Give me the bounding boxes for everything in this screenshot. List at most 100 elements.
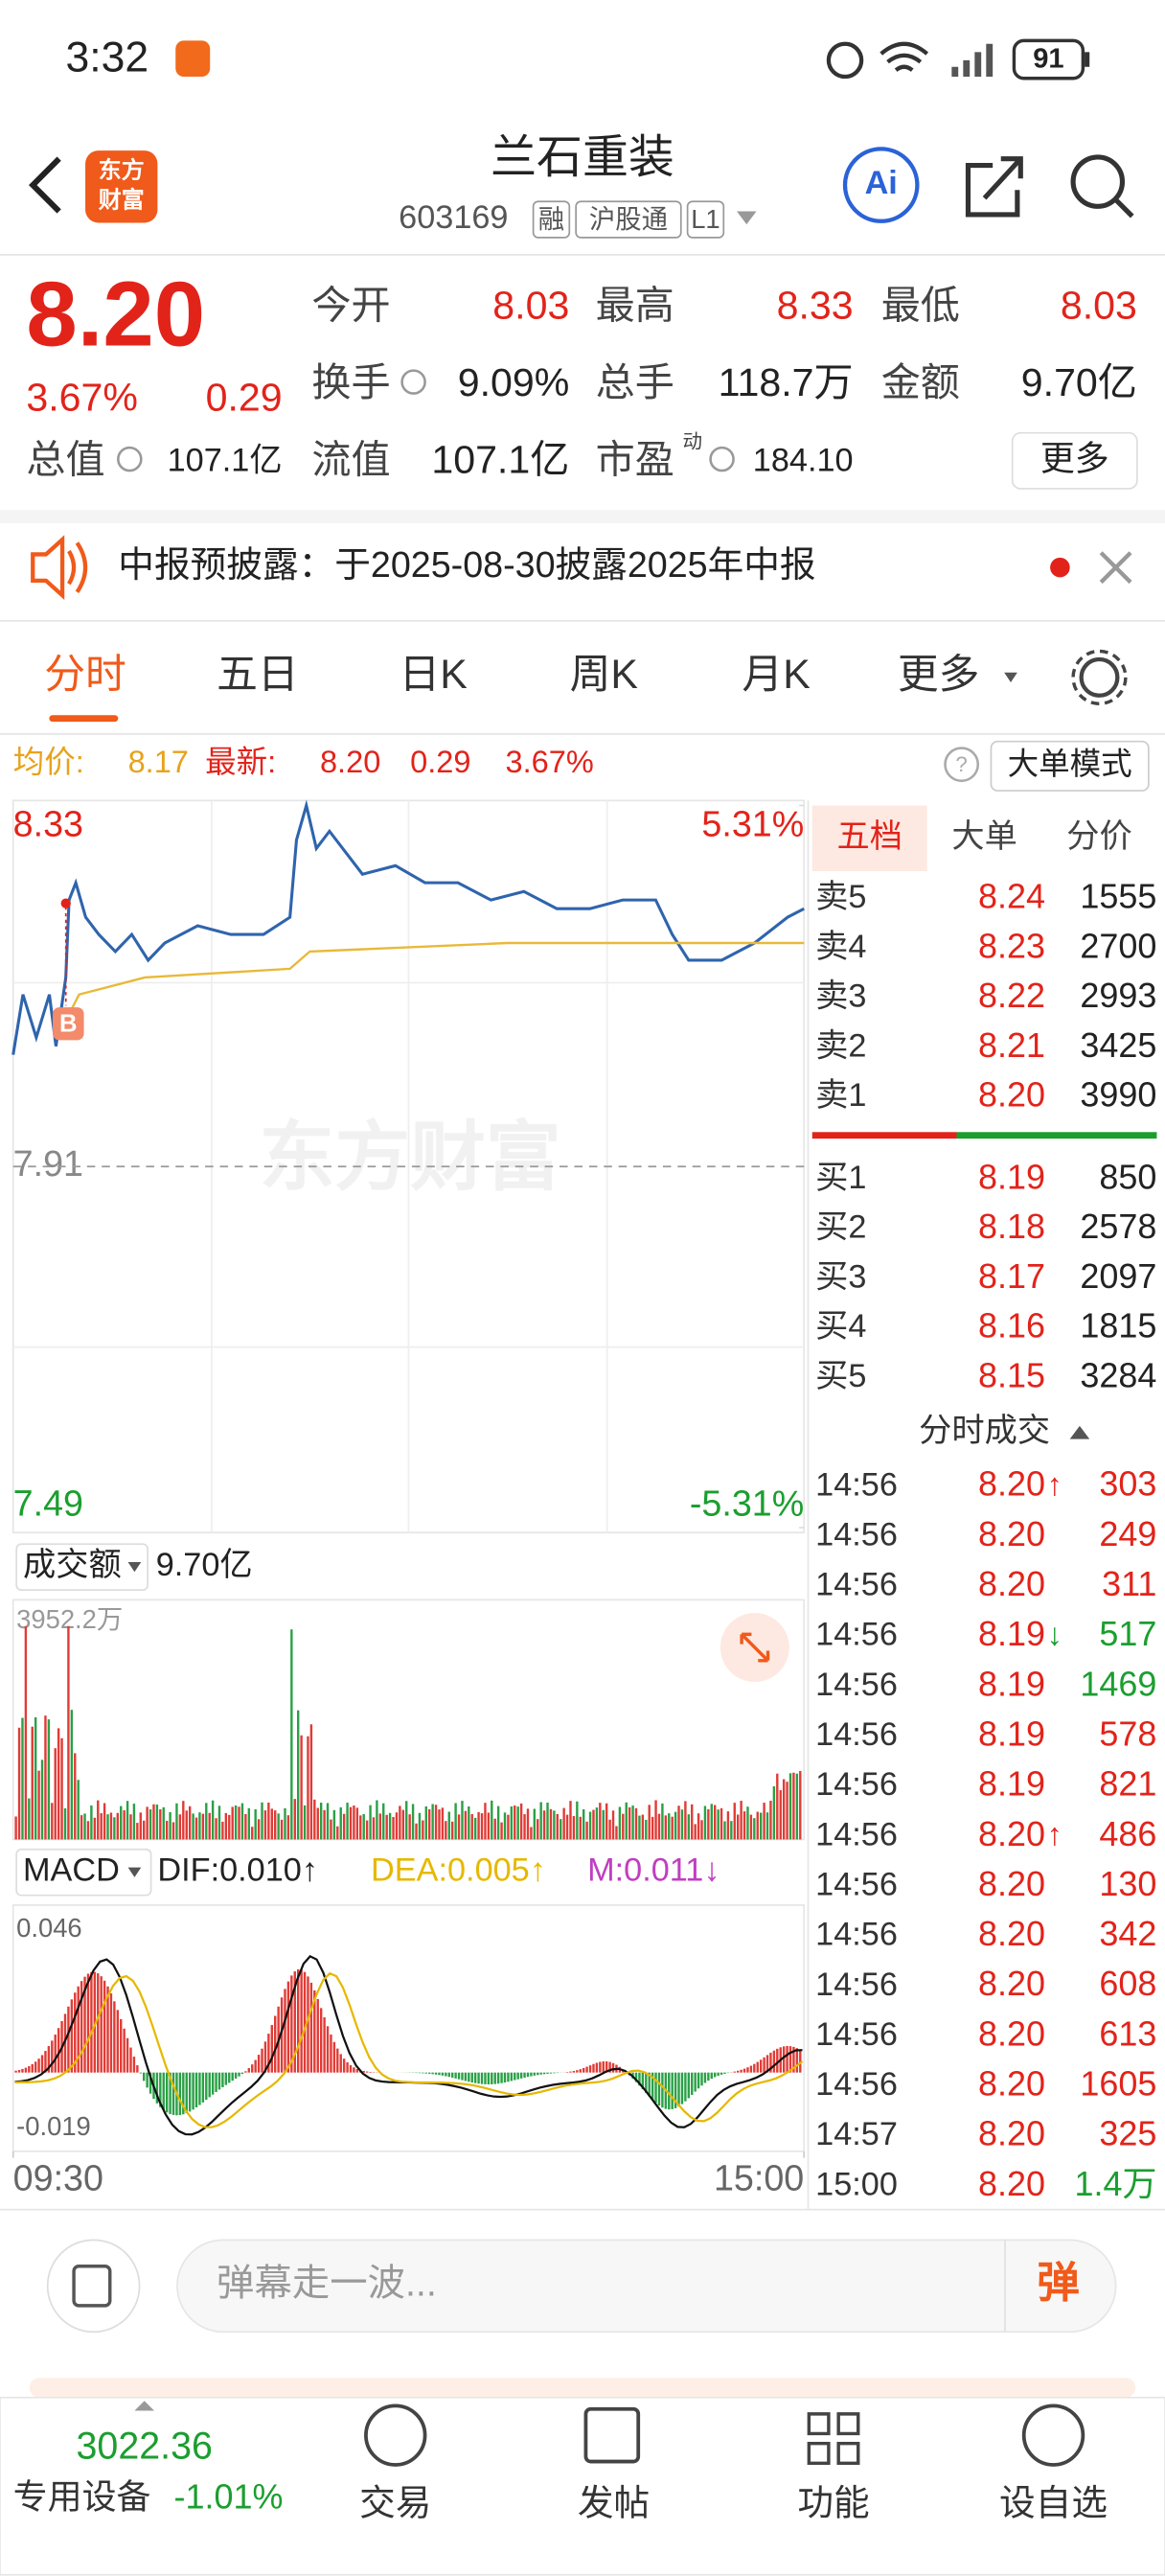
settings-button[interactable]: [1079, 656, 1120, 698]
macd-bar: [217, 2072, 221, 2090]
stat-label: 市盈: [596, 437, 674, 481]
comment-menu-button[interactable]: [46, 2239, 141, 2334]
volume-bar: [445, 1821, 447, 1840]
back-button[interactable]: [29, 156, 61, 214]
chart-tab[interactable]: 分时: [44, 652, 126, 698]
share-button[interactable]: [965, 156, 1023, 218]
more-button[interactable]: [1011, 431, 1138, 490]
book-label: 买1: [815, 1160, 866, 1196]
volume-bar: [231, 1806, 234, 1840]
volume-bar: [106, 1814, 109, 1840]
comment-input[interactable]: [176, 2239, 1117, 2334]
input-divider: [1004, 2240, 1006, 2333]
macd-bar: [526, 2072, 530, 2078]
chart-tab[interactable]: 周K: [570, 652, 639, 698]
macd-bar: [24, 2067, 28, 2073]
volume-bar: [382, 1803, 385, 1840]
volume-bar: [51, 1803, 54, 1840]
volume-bar: [565, 1814, 569, 1840]
search-handle: [1113, 197, 1134, 218]
bid-bar: [956, 1132, 1157, 1139]
chart-tab[interactable]: 更多: [898, 652, 980, 698]
macd-bar: [139, 2072, 142, 2074]
stat-superscript: 动: [682, 430, 702, 452]
volume-bar: [14, 1816, 17, 1840]
volume-bar: [530, 1827, 533, 1840]
volume-bar: [487, 1812, 491, 1840]
volume-bar: [208, 1812, 211, 1840]
volume-bar: [684, 1801, 687, 1840]
macd-bar: [677, 2072, 680, 2107]
macd-bar: [120, 2018, 123, 2073]
book-label: 卖3: [815, 978, 866, 1015]
macd-bar: [651, 2072, 654, 2101]
trade-time: 14:56: [815, 1716, 898, 1753]
macd-bar: [70, 1999, 74, 2073]
volume-bar: [100, 1813, 103, 1840]
book-tab[interactable]: 五档: [836, 818, 902, 855]
volume-bar: [582, 1808, 585, 1840]
volume-bar: [152, 1804, 155, 1840]
volume-bar: [148, 1808, 152, 1840]
ai-label[interactable]: Ai: [865, 165, 898, 201]
trade-time: 15:00: [815, 2166, 898, 2202]
trade-price: 8.19: [978, 1664, 1045, 1703]
volume-bar: [622, 1813, 625, 1840]
volume-bar: [503, 1812, 507, 1840]
bottom-nav: [0, 2396, 1165, 2576]
macd-bar: [507, 2072, 510, 2082]
search-button[interactable]: [1070, 154, 1126, 209]
macd-bar: [661, 2072, 664, 2108]
macd-bar: [542, 2072, 546, 2075]
chart-tab[interactable]: 日K: [399, 652, 468, 698]
macd-bar: [362, 2070, 365, 2073]
macd-bar: [572, 2070, 576, 2073]
macd-bar: [592, 2063, 595, 2073]
big-order-label[interactable]: 大单模式: [1008, 747, 1132, 781]
macd-bar: [251, 2064, 254, 2073]
ai-button[interactable]: [842, 147, 920, 223]
banner-strip: [29, 2378, 1136, 2398]
big-order-button[interactable]: [990, 740, 1150, 792]
volume-bar: [560, 1819, 562, 1840]
marker-label: B: [59, 1011, 78, 1038]
macd-bar: [146, 2072, 148, 2088]
volume-bar: [54, 1748, 57, 1840]
nav-item[interactable]: 交易: [359, 2483, 431, 2523]
volume-bar: [742, 1811, 746, 1840]
volume-bar: [353, 1805, 355, 1840]
trade-price: 8.20: [978, 2013, 1045, 2053]
book-tab[interactable]: 大单: [951, 818, 1017, 855]
macd-bar: [514, 2072, 516, 2081]
macd-bar: [103, 1980, 106, 2073]
nav-item[interactable]: 发帖: [578, 2483, 650, 2523]
book-tab[interactable]: 分价: [1066, 818, 1132, 855]
book-volume: 2700: [1080, 926, 1156, 965]
stat-label: 总值: [26, 437, 104, 481]
book-label: 卖2: [815, 1027, 866, 1064]
macd-bar: [267, 2034, 270, 2073]
nav-item[interactable]: 功能: [797, 2483, 869, 2523]
close-button[interactable]: [1099, 551, 1132, 585]
stat-label: 换手: [311, 360, 390, 404]
chart-tab[interactable]: 月K: [742, 652, 811, 698]
volume-bar: [86, 1821, 90, 1840]
nav-item[interactable]: 设自选: [999, 2483, 1108, 2523]
macd-bar: [473, 2072, 477, 2083]
volume-bar: [470, 1813, 473, 1840]
dropdown-arrow: [736, 211, 757, 225]
volume-bar: [795, 1773, 799, 1840]
tag-box: [575, 200, 682, 239]
chart-tab[interactable]: 五日: [217, 652, 299, 698]
volume-bar: [139, 1812, 142, 1840]
danmaku-button[interactable]: 弹: [1037, 2260, 1080, 2307]
more-button-label[interactable]: 更多: [1040, 438, 1109, 477]
macd-bar: [14, 2070, 17, 2073]
macd-bar: [90, 1971, 93, 2073]
volume-bar: [388, 1812, 392, 1840]
volume-bar: [129, 1814, 132, 1840]
volume-bar: [339, 1806, 342, 1840]
volume-bar: [615, 1826, 618, 1840]
index-change: -1.01%: [174, 2476, 284, 2516]
trade-time: 14:56: [815, 1516, 898, 1552]
